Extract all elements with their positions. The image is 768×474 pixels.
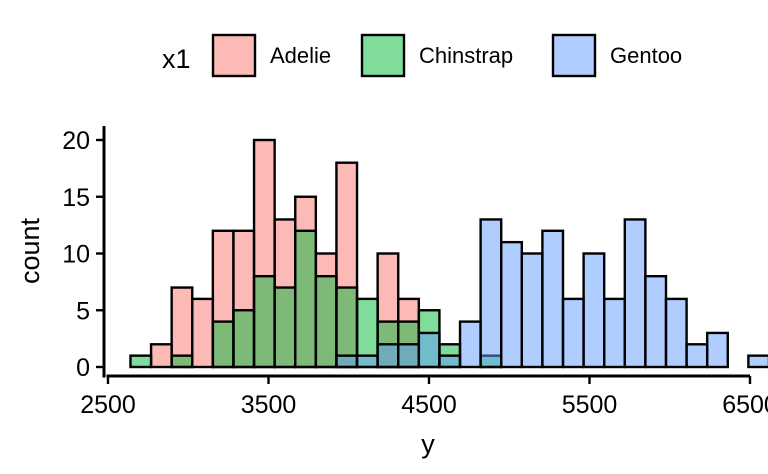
bar-gentoo-30 [747, 354, 768, 369]
plot-area [129, 138, 768, 369]
bar-gentoo-23 [603, 297, 626, 369]
bar-gentoo-26 [664, 297, 688, 369]
legend-label-adelie: Adelie [270, 43, 331, 68]
bar-gentoo-11 [355, 354, 379, 369]
bar-gentoo-15 [438, 354, 462, 369]
legend-label-chinstrap: Chinstrap [419, 43, 513, 68]
bar-chinstrap-5 [232, 309, 256, 369]
y-tick-label-4: 20 [62, 127, 90, 155]
bar-gentoo-20 [541, 229, 565, 369]
legend-title: x1 [162, 44, 191, 74]
legend-key-chinstrap [360, 33, 406, 78]
bar-gentoo-16 [458, 320, 482, 369]
bar-gentoo-28 [705, 331, 729, 369]
bar-gentoo-10 [335, 354, 359, 369]
bar-chinstrap-9 [314, 275, 338, 369]
x-tick-label-1: 3500 [241, 391, 297, 419]
legend-key-gentoo [551, 33, 597, 78]
bar-chinstrap-0 [129, 354, 153, 369]
bar-chinstrap-4 [211, 320, 235, 369]
x-tick-label-2: 4500 [401, 391, 457, 419]
legend: x1 Adelie Chinstrap Gentoo [162, 33, 682, 78]
legend-key-adelie [211, 33, 257, 78]
bar-gentoo-25 [644, 275, 668, 369]
y-tick-label-3: 15 [62, 184, 90, 212]
y-tick-label-2: 10 [62, 241, 90, 269]
bar-chinstrap-6 [252, 275, 276, 369]
bar-adelie-1 [149, 343, 173, 369]
bar-adelie-3 [191, 297, 215, 369]
bar-gentoo-12 [376, 343, 400, 369]
bar-gentoo-14 [417, 331, 441, 369]
legend-label-gentoo: Gentoo [610, 43, 682, 68]
bar-chinstrap-8 [294, 229, 318, 369]
bar-gentoo-17 [479, 218, 503, 369]
y-tick-label-1: 5 [76, 297, 90, 325]
bar-gentoo-22 [582, 252, 606, 369]
y-axis-ticks: 0 5 10 15 20 [62, 127, 104, 382]
x-tick-label-3: 5500 [562, 391, 618, 419]
bar-gentoo-21 [561, 297, 585, 369]
bar-gentoo-24 [623, 218, 647, 369]
y-tick-label-0: 0 [76, 354, 90, 382]
x-axis-title: y [421, 429, 435, 459]
bar-gentoo-19 [520, 252, 544, 369]
bar-gentoo-13 [397, 343, 421, 369]
series-gentoo [335, 218, 768, 369]
y-axis-title: count [15, 217, 45, 284]
bar-chinstrap-7 [273, 286, 297, 369]
x-tick-label-0: 2500 [80, 391, 136, 419]
bar-gentoo-18 [500, 240, 524, 369]
bar-gentoo-27 [685, 343, 709, 369]
bar-chinstrap-2 [170, 354, 194, 369]
